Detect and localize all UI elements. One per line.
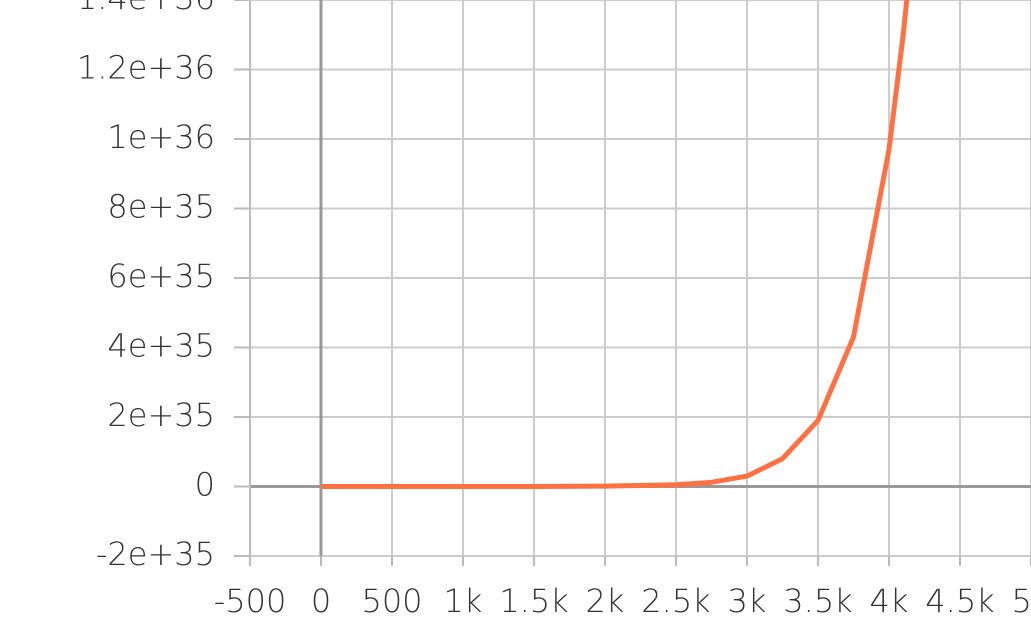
x-tick-label: 1k	[444, 582, 483, 620]
y-tick-label: 8e+35	[107, 188, 215, 226]
x-tick-label: -500	[214, 582, 287, 620]
x-tick-label: 1.5k	[499, 582, 568, 620]
y-tick-label: 6e+35	[107, 257, 215, 295]
x-tick-label: 5k	[1012, 582, 1031, 620]
x-tick-label: 2k	[586, 582, 625, 620]
y-tick-label: 4e+35	[107, 327, 215, 365]
x-tick-label: 4k	[870, 582, 909, 620]
x-tick-label: 3.5k	[783, 582, 852, 620]
y-tick-label: -2e+35	[96, 535, 215, 573]
data-line	[321, 0, 910, 489]
y-tick-label: 0	[195, 466, 215, 504]
x-tick-label: 0	[311, 582, 331, 620]
x-tick-label: 500	[361, 582, 422, 620]
x-tick-label: 3k	[728, 582, 767, 620]
y-tick-label: 1.2e+36	[77, 49, 215, 87]
x-tick-label: 4.5k	[925, 582, 994, 620]
y-tick-label: 1e+36	[107, 118, 215, 156]
y-tick-label: 1.4e+36	[77, 0, 215, 17]
y-tick-label: 2e+35	[107, 396, 215, 434]
x-tick-label: 2.5k	[641, 582, 710, 620]
